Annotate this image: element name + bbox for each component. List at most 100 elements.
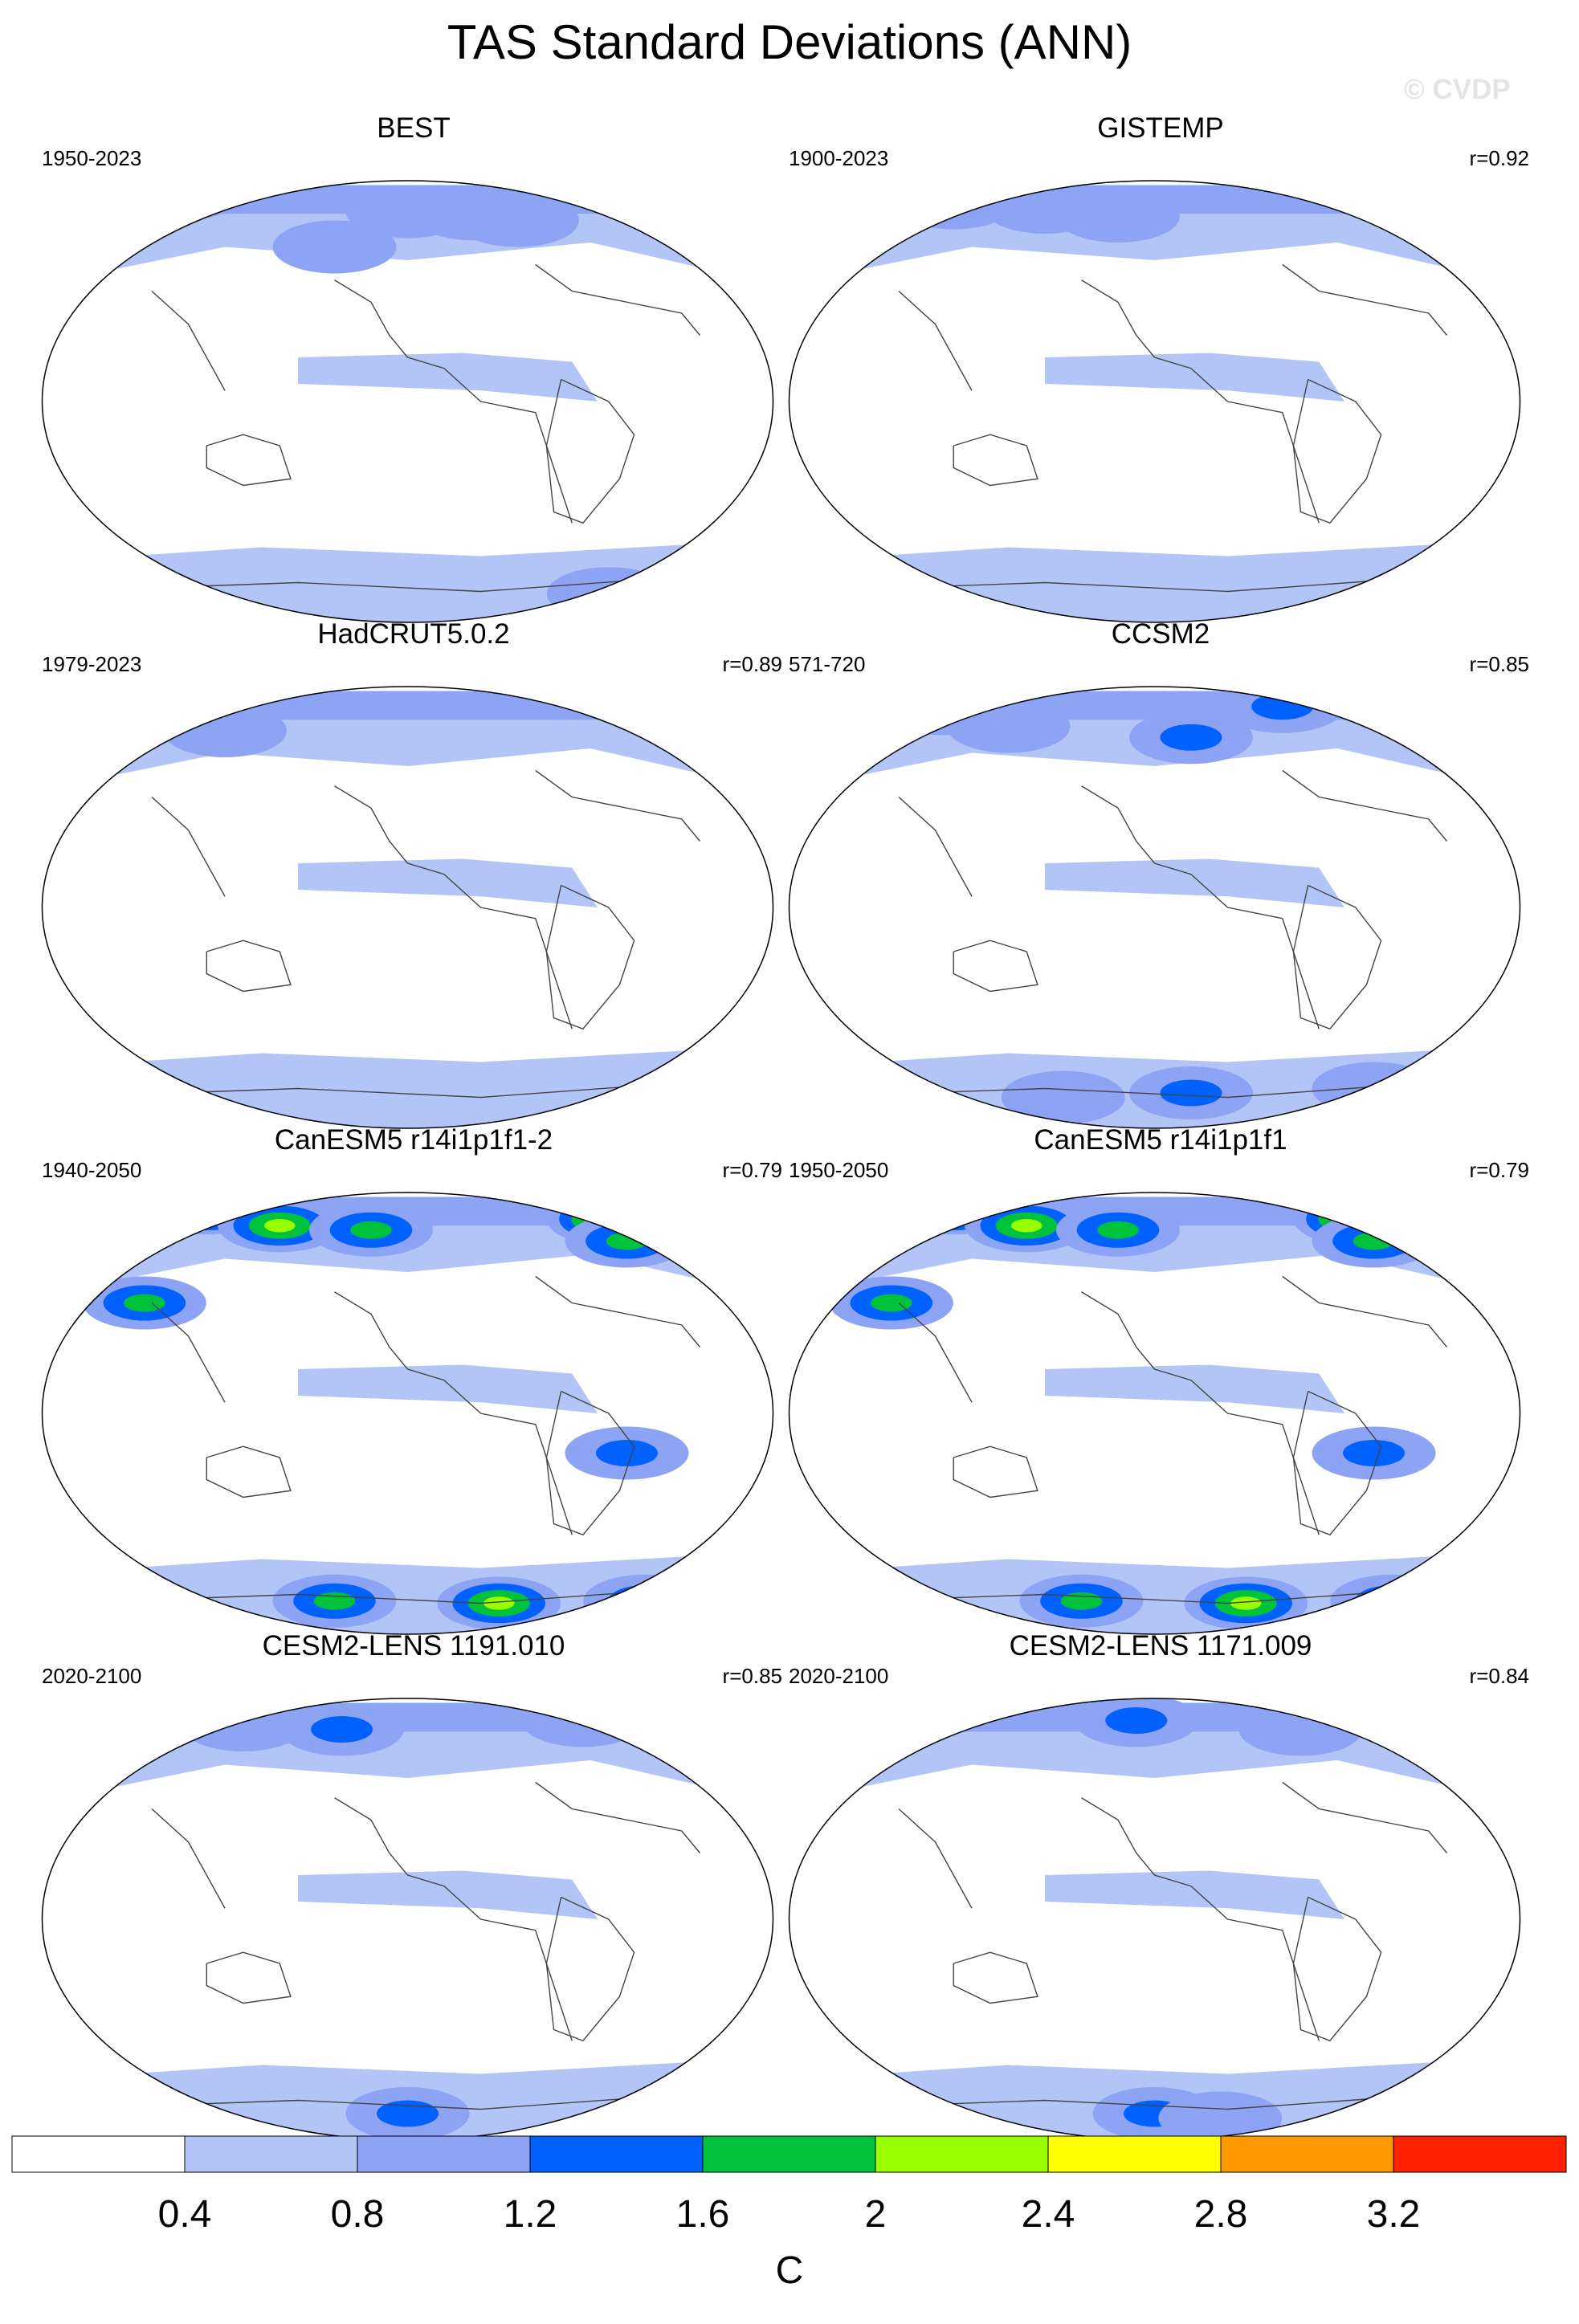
map-panel: GISTEMP 1900-2023 r=0.92 [787, 112, 1534, 626]
panel-correlation: r=0.89 [722, 652, 782, 676]
coastline [545, 884, 635, 1030]
hotspot-contour [1158, 2091, 1283, 2140]
map-outline [41, 1192, 774, 1635]
colorbar-label: 2.4 [1021, 2193, 1075, 2236]
colorbar-label: 1.2 [503, 2193, 557, 2236]
coastline [953, 940, 1038, 993]
panel-period: 571-720 [789, 652, 866, 676]
tropical-band [298, 1870, 598, 1919]
hotspot-contour [1238, 1702, 1363, 1756]
map-field [789, 1193, 1520, 1634]
coastline [1282, 1275, 1448, 1348]
map-outline [788, 1192, 1521, 1635]
hotspot-contour [1160, 724, 1222, 751]
tropical-band [298, 1364, 598, 1413]
map-svg [41, 180, 774, 623]
coastline [545, 378, 635, 524]
coastline [953, 434, 1038, 487]
panel-correlation: r=0.92 [1469, 146, 1529, 170]
coastline [1081, 1797, 1320, 2041]
coastline [898, 796, 973, 897]
hotspot-contour [1097, 1221, 1139, 1239]
colorbar-label: 2 [864, 2193, 887, 2236]
colorbar-label: 0.4 [157, 2193, 212, 2236]
panel-title: CanESM5 r14i1p1f1-2 [274, 1124, 553, 1156]
hotspot-contour [871, 1294, 912, 1312]
coastline [1081, 279, 1320, 524]
coastline [206, 1951, 292, 2004]
hotspot-contour [929, 1197, 977, 1218]
map-outline [41, 180, 774, 623]
panel-title: CESM2-LENS 1191.010 [262, 1630, 565, 1661]
hotspot-contour [1230, 1596, 1262, 1610]
map-field [789, 1698, 1520, 2140]
panel-title: CESM2-LENS 1171.009 [1009, 1630, 1312, 1661]
hotspot-contour [192, 1201, 222, 1214]
coastline [535, 1275, 701, 1348]
map-svg [788, 180, 1521, 623]
map-panel: CCSM2 571-720 r=0.85 [787, 618, 1534, 1132]
map-svg [788, 686, 1521, 1129]
panel-correlation: r=0.84 [1469, 1664, 1529, 1688]
map-outline [41, 686, 774, 1129]
hotspot-contour [596, 1213, 622, 1225]
hotspot-contour [1312, 1062, 1436, 1115]
coastline [1081, 785, 1320, 1029]
coastline [953, 1951, 1038, 2004]
coastline [898, 1302, 973, 1403]
hotspot-contour [520, 1698, 645, 1747]
colorbar-unit: C [775, 2249, 804, 2292]
polar-band [42, 543, 773, 622]
panel-title: GISTEMP [1097, 112, 1224, 144]
hotspot-contour [124, 1294, 165, 1312]
coastline [206, 940, 292, 993]
hotspot-contour [606, 1232, 648, 1250]
hotspot-contour [182, 1197, 231, 1218]
coastline [1282, 1781, 1448, 1853]
map-field [42, 687, 773, 1128]
hotspot-contour [1160, 1079, 1222, 1107]
coastline [1292, 378, 1382, 524]
hotspot-contour [313, 1592, 356, 1610]
coastline [151, 1808, 226, 1909]
map-outline [788, 180, 1521, 623]
panel-period: 2020-2100 [42, 1664, 142, 1688]
coastline [1282, 769, 1448, 842]
panel-correlation: r=0.85 [1469, 652, 1529, 676]
coastline [953, 1445, 1038, 1498]
map-svg [788, 1698, 1521, 2141]
map-svg [788, 1192, 1521, 1635]
coastline [1292, 1390, 1382, 1536]
polar-band [42, 1049, 773, 1128]
hotspot-contour [163, 704, 287, 757]
coastline [535, 263, 701, 336]
hotspot-contour [608, 1584, 683, 1617]
hotspot-contour [1060, 1592, 1103, 1610]
hotspot-contour [1343, 1440, 1405, 1466]
hotspot-contour [921, 699, 964, 718]
map-panel: CESM2-LENS 1191.010 2020-2100 r=0.85 [40, 1630, 787, 2144]
panel-correlation: r=0.79 [1469, 1158, 1529, 1182]
panel-period: 1979-2023 [42, 652, 142, 676]
panel-correlation: r=0.85 [722, 1664, 782, 1688]
colorbar-label: 1.6 [675, 2193, 730, 2236]
panel-period: 1900-2023 [789, 146, 889, 170]
hotspot-contour [920, 1193, 987, 1223]
panel-correlation: r=0.79 [722, 1158, 782, 1182]
map-svg [41, 1192, 774, 1635]
hotspot-contour [272, 220, 397, 274]
colorbar-label: 3.2 [1366, 2193, 1421, 2236]
hotspot-contour [546, 567, 671, 621]
coastline [535, 1781, 701, 1853]
hotspot-contour [1011, 1219, 1042, 1233]
hotspot-contour [1105, 1707, 1168, 1734]
coastline [334, 1797, 573, 2041]
coastline [206, 1445, 292, 1498]
hotspot-contour [377, 2100, 439, 2127]
map-panel: CESM2-LENS 1171.009 2020-2100 r=0.84 [787, 1630, 1534, 2144]
coastline [334, 279, 573, 524]
tropical-band [1045, 858, 1345, 907]
hotspot-contour [596, 1440, 658, 1466]
coastline [151, 290, 226, 391]
coastline [334, 1291, 573, 1535]
